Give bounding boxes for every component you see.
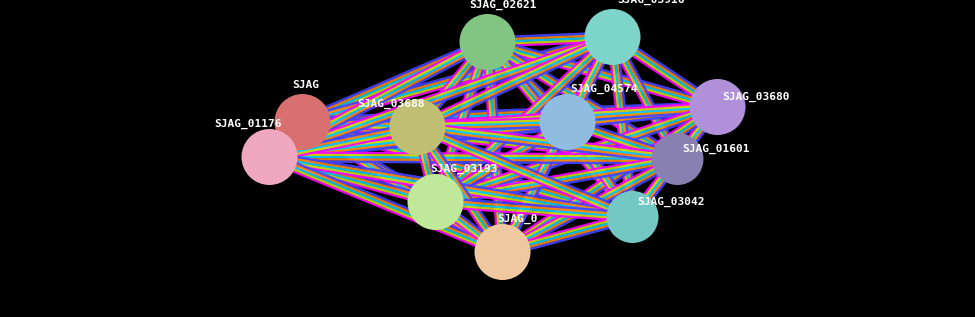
- Circle shape: [408, 174, 463, 230]
- Text: SJAG_0: SJAG_0: [497, 214, 538, 224]
- Circle shape: [475, 224, 530, 280]
- Circle shape: [539, 94, 596, 150]
- Text: SJAG_01176: SJAG_01176: [214, 119, 282, 129]
- Text: SJAG_02621: SJAG_02621: [470, 0, 537, 10]
- Text: SJAG_03193: SJAG_03193: [431, 164, 498, 174]
- Circle shape: [459, 14, 516, 70]
- Circle shape: [275, 94, 331, 150]
- Text: SJAG: SJAG: [292, 80, 320, 90]
- Text: SJAG_01601: SJAG_01601: [682, 144, 750, 154]
- Text: SJAG_04574: SJAG_04574: [570, 84, 638, 94]
- Circle shape: [584, 9, 641, 65]
- Text: SJAG_03042: SJAG_03042: [638, 197, 705, 207]
- Circle shape: [689, 79, 746, 135]
- Text: SJAG_03916: SJAG_03916: [617, 0, 685, 5]
- Text: SJAG_03688: SJAG_03688: [358, 99, 425, 109]
- Circle shape: [606, 191, 658, 243]
- Text: SJAG_03680: SJAG_03680: [722, 92, 790, 102]
- Circle shape: [651, 133, 704, 185]
- Circle shape: [242, 129, 297, 185]
- Circle shape: [389, 99, 446, 155]
